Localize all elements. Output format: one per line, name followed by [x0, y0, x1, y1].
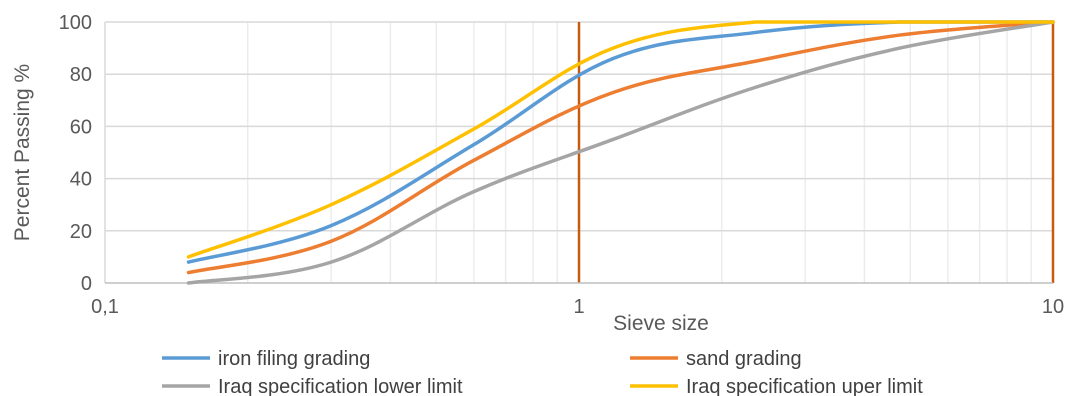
x-tick-labels: 0,1 1 10	[91, 296, 1064, 318]
y-tick-label: 20	[70, 221, 92, 243]
y-tick-labels: 0 20 40 60 80 100	[59, 12, 92, 295]
legend: iron filing grading sand grading Iraq spec…	[162, 348, 923, 396]
y-tick-label: 100	[59, 12, 92, 34]
x-tick-label: 0,1	[91, 296, 119, 318]
y-tick-label: 40	[70, 169, 92, 191]
legend-label: iron filing grading	[218, 348, 370, 370]
legend-label: Iraq specification lower limit	[218, 376, 463, 396]
y-tick-label: 80	[70, 64, 92, 86]
legend-label: Iraq specification uper limit	[686, 376, 923, 396]
y-tick-label: 60	[70, 116, 92, 138]
series-line	[186, 20, 1055, 285]
series-layer	[186, 20, 1055, 285]
series-line	[186, 20, 1055, 259]
y-axis-title: Percent Passing %	[11, 64, 34, 241]
minor-gridlines	[104, 22, 1033, 283]
y-tick-label: 0	[81, 273, 92, 295]
legend-label: sand grading	[686, 348, 802, 370]
x-axis-title: Sieve size	[613, 312, 709, 335]
x-tick-label: 1	[573, 296, 584, 318]
series-line	[186, 20, 1055, 275]
x-tick-label: 10	[1042, 296, 1064, 318]
